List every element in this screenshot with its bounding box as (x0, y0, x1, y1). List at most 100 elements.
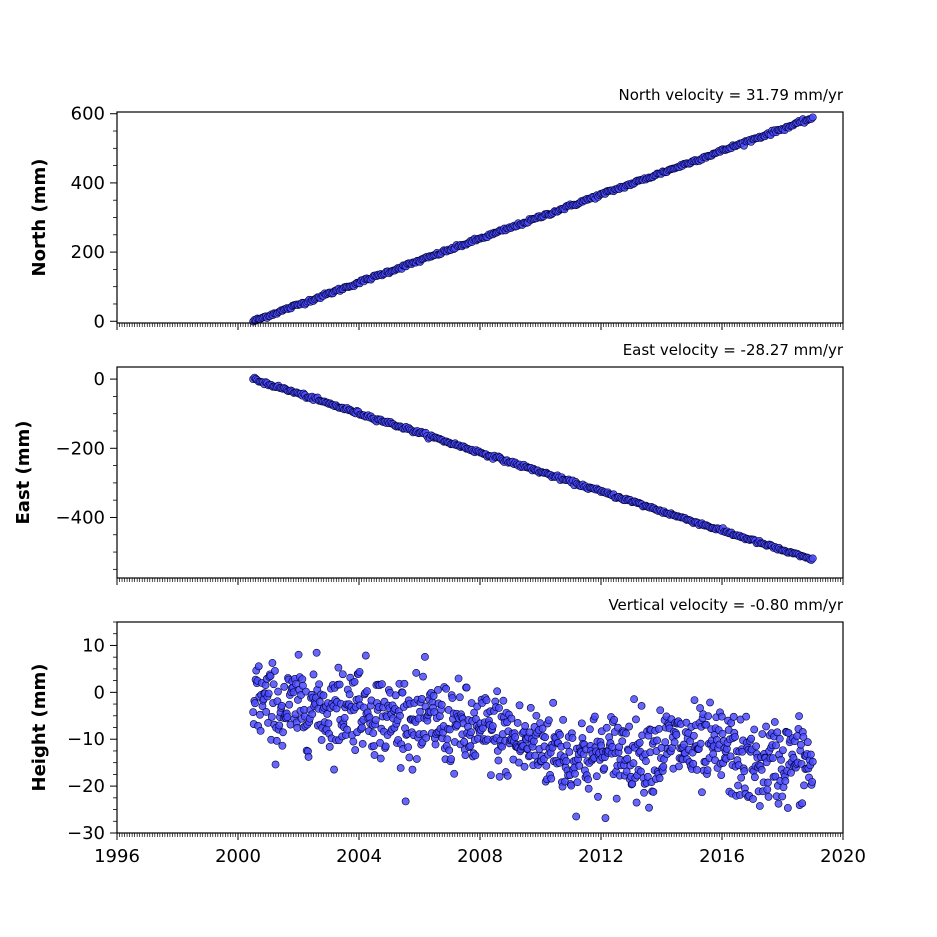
data-point (304, 753, 313, 761)
data-point (577, 719, 586, 728)
data-point (278, 741, 287, 750)
data-point (369, 742, 378, 750)
data-point (696, 704, 704, 712)
data-point (275, 721, 284, 730)
data-point (412, 668, 421, 677)
data-point (340, 713, 349, 722)
data-point (315, 680, 324, 689)
data-point (404, 743, 413, 752)
data-point (781, 777, 790, 785)
data-point (656, 706, 665, 715)
data-point (618, 737, 627, 746)
data-point (381, 742, 390, 751)
data-point (778, 746, 787, 755)
data-point (317, 736, 326, 744)
data-point (338, 670, 347, 679)
data-point (547, 774, 556, 783)
data-point (487, 771, 495, 779)
data-point (279, 728, 287, 737)
data-point (363, 687, 371, 696)
x-tick-label: 2004 (336, 846, 382, 867)
x-tick-label: 2012 (578, 846, 624, 867)
data-point (762, 722, 770, 731)
data-point (488, 722, 497, 730)
data-point (422, 733, 431, 742)
data-point (434, 686, 442, 694)
data-point (315, 697, 324, 706)
y-tick-label: 400 (71, 173, 105, 194)
data-point (750, 773, 759, 782)
data-point (808, 757, 817, 766)
data-point (330, 765, 338, 774)
data-point (405, 753, 414, 762)
data-point (562, 741, 571, 750)
data-point (285, 700, 294, 709)
data-point (482, 696, 491, 705)
data-point (600, 764, 609, 773)
data-point (467, 728, 475, 737)
velocity-annotation: North velocity = 31.79 mm/yr (619, 86, 844, 104)
data-point (493, 687, 502, 696)
data-point (454, 674, 463, 683)
data-point (757, 765, 766, 774)
y-axis-label: East (mm) (13, 421, 34, 525)
data-point (419, 672, 427, 681)
data-point (769, 754, 777, 762)
data-point (774, 799, 783, 808)
data-point (567, 781, 576, 790)
data-point (562, 757, 571, 766)
data-point (731, 732, 739, 741)
x-tick-label: 2020 (820, 846, 866, 867)
data-point (740, 767, 749, 776)
data-point (758, 730, 767, 738)
data-point (601, 814, 610, 822)
data-point (271, 666, 279, 675)
data-point (764, 792, 773, 801)
data-point (515, 758, 523, 767)
x-tick-label: 2000 (215, 846, 261, 867)
data-point (416, 707, 424, 716)
data-point (513, 719, 522, 727)
data-point (324, 719, 333, 728)
data-point (532, 711, 541, 720)
data-point (643, 772, 652, 781)
data-point (682, 718, 691, 727)
data-point (646, 748, 655, 757)
data-point (531, 751, 540, 760)
data-point (573, 778, 582, 787)
data-point (345, 690, 354, 699)
data-point (729, 712, 738, 721)
data-point (755, 802, 764, 810)
data-point (795, 712, 803, 721)
data-point (585, 725, 594, 734)
data-point (343, 725, 352, 734)
data-point (763, 785, 772, 794)
data-point (442, 684, 450, 693)
data-point (679, 740, 688, 749)
x-tick-label: 2008 (457, 846, 503, 867)
data-point (645, 803, 653, 812)
data-point (376, 754, 385, 763)
data-point (431, 740, 440, 749)
y-tick-label: 0 (94, 311, 105, 332)
data-point (737, 773, 746, 782)
data-point (808, 777, 817, 786)
data-point (675, 762, 683, 771)
data-point (640, 788, 648, 797)
data-point (706, 698, 714, 707)
data-point (266, 672, 275, 680)
data-point (702, 720, 711, 729)
data-point (283, 713, 292, 722)
data-point (349, 737, 358, 746)
data-point (461, 751, 470, 759)
data-point (752, 742, 761, 751)
data-point (267, 712, 276, 721)
data-point (294, 650, 303, 659)
data-point (778, 792, 787, 801)
data-point (462, 683, 471, 692)
data-point (771, 772, 780, 781)
data-point (649, 788, 658, 796)
data-point (251, 699, 259, 708)
data-point (396, 764, 405, 772)
data-point (467, 699, 476, 707)
